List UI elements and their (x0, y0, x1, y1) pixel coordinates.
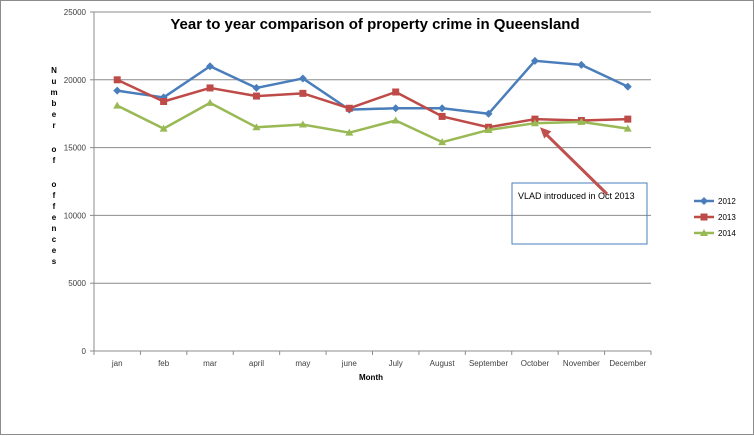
x-tick-label: jan (111, 359, 123, 368)
series-line (116, 78, 628, 129)
data-point (484, 109, 493, 118)
x-tick-label: July (389, 359, 403, 368)
legend-item-2013: 2013 (694, 213, 736, 222)
annotation-arrowhead (539, 127, 552, 139)
x-tick-label: September (469, 359, 508, 368)
data-point (252, 83, 261, 92)
annotation-arrow-line (541, 130, 609, 196)
y-axis-title-letter: N (51, 66, 57, 75)
series-layer (113, 56, 632, 146)
y-axis-title-letter: c (52, 235, 57, 244)
y-tick-labels: 0 5000 10000 15000 20000 25000 (64, 8, 87, 356)
data-point (160, 97, 168, 105)
data-point (531, 115, 539, 123)
y-axis-title-letter: f (53, 191, 56, 200)
legend-label: 2012 (718, 197, 736, 206)
y-axis-title-letter: e (52, 110, 57, 119)
y-tick-label: 10000 (64, 211, 87, 220)
y-axis-title-letter: o (52, 145, 57, 154)
data-point (113, 86, 122, 95)
data-point (298, 74, 307, 83)
data-point (391, 104, 400, 113)
data-point (299, 89, 307, 97)
data-point (577, 60, 586, 69)
y-axis-title-letter: b (52, 99, 57, 108)
x-tick-labels: jan feb mar april may june July August September… (111, 359, 647, 368)
data-point (206, 98, 215, 106)
data-point (113, 101, 122, 109)
data-point (252, 92, 260, 100)
series-2014 (113, 98, 632, 146)
legend-marker (700, 213, 708, 221)
legend-item-2014: 2014 (694, 229, 736, 238)
x-tick-label: april (249, 359, 264, 368)
legend-label: 2014 (718, 229, 736, 238)
data-point (298, 120, 307, 128)
data-point (484, 125, 493, 133)
data-point (113, 76, 121, 84)
data-point (438, 138, 447, 146)
x-tick-label: may (295, 359, 310, 368)
y-tick-label: 5000 (68, 279, 86, 288)
y-axis-title-letter: f (53, 202, 56, 211)
series-2013 (113, 76, 632, 131)
chart-title: Year to year comparison of property crim… (170, 16, 579, 33)
series-line (116, 101, 628, 144)
data-point (577, 117, 586, 125)
y-axis-title-letter: e (52, 213, 57, 222)
x-axis-title: Month (359, 373, 383, 382)
y-axis-title-letter: r (52, 121, 55, 130)
y-axis-title-letter: o (52, 180, 57, 189)
legend-marker (700, 229, 708, 236)
data-point (530, 119, 539, 127)
legend-marker (700, 197, 708, 205)
y-axis-title-letter: s (52, 257, 57, 266)
data-point (530, 56, 539, 65)
data-point (345, 104, 353, 112)
series-2012 (113, 56, 632, 118)
data-point (624, 115, 632, 123)
x-tick-label: mar (203, 359, 217, 368)
data-point (623, 82, 632, 91)
data-point (391, 116, 400, 124)
data-point (438, 104, 447, 113)
data-point (345, 128, 354, 136)
data-point (392, 88, 400, 96)
x-tick-label: june (341, 359, 358, 368)
data-point (159, 124, 168, 132)
x-tick-label: August (430, 359, 456, 368)
legend-label: 2013 (718, 213, 736, 222)
annotation-text: VLAD introduced in Oct 2013 (518, 191, 635, 201)
y-tick-label: 0 (82, 347, 87, 356)
y-tick-label: 20000 (64, 76, 87, 85)
x-tick-label: feb (158, 359, 170, 368)
data-point (438, 112, 446, 120)
x-tick-label: December (609, 359, 646, 368)
y-axis-title-letter: m (50, 88, 57, 97)
data-point (252, 123, 261, 131)
y-tick-label: 15000 (64, 144, 87, 153)
y-axis-title-letter: n (52, 224, 57, 233)
gridlines (90, 11, 652, 355)
legend-item-2012: 2012 (694, 197, 736, 206)
legend: 2012 2013 2014 (694, 197, 736, 238)
data-point (206, 84, 214, 92)
y-tick-label: 25000 (64, 8, 87, 17)
y-axis-title-letter: u (52, 77, 57, 86)
x-tick-label: October (521, 359, 550, 368)
data-point (623, 124, 632, 132)
y-axis-title-letter: e (52, 246, 57, 255)
x-tick-label: November (563, 359, 600, 368)
y-axis-title-letter: f (53, 156, 56, 165)
annotation-box (511, 182, 648, 245)
series-line (117, 59, 629, 115)
annotation-layer: VLAD introduced in Oct 2013 (511, 127, 648, 245)
